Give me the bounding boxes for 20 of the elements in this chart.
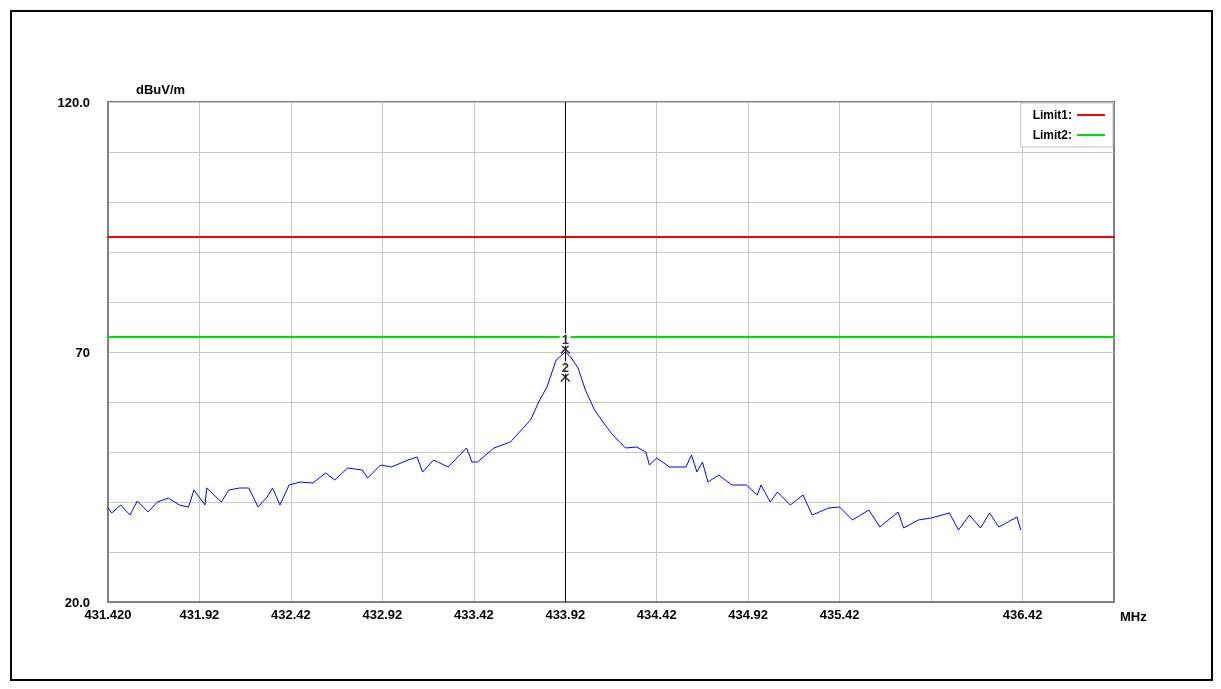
annotation: 2 [561, 360, 569, 375]
y-tick-label: 20.0 [64, 594, 90, 610]
x-tick-label: 435.42 [819, 607, 860, 622]
y-axis-title: dBuV/m [136, 82, 186, 97]
x-tick-label: 434.42 [636, 607, 677, 622]
annotation: 1 [561, 332, 569, 347]
x-tick-label: 433.92 [545, 607, 586, 622]
x-axis-title: MHz [1120, 609, 1148, 624]
legend-label: Limit2: [1032, 128, 1072, 142]
x-tick-label: 434.92 [728, 607, 769, 622]
legend-label: Limit1: [1032, 108, 1072, 122]
x-tick-label: 432.42 [271, 607, 311, 622]
x-tick-label: 432.92 [362, 607, 403, 622]
x-tick-label: 431.420 [84, 607, 132, 622]
x-tick-label: 433.42 [453, 607, 494, 622]
y-tick-label: 120.0 [57, 94, 90, 110]
x-tick-label: 436.42 [1002, 607, 1043, 622]
line-series [107, 351, 1022, 531]
y-tick-label: 70 [75, 344, 90, 360]
x-tick-label: 431.92 [179, 607, 220, 622]
